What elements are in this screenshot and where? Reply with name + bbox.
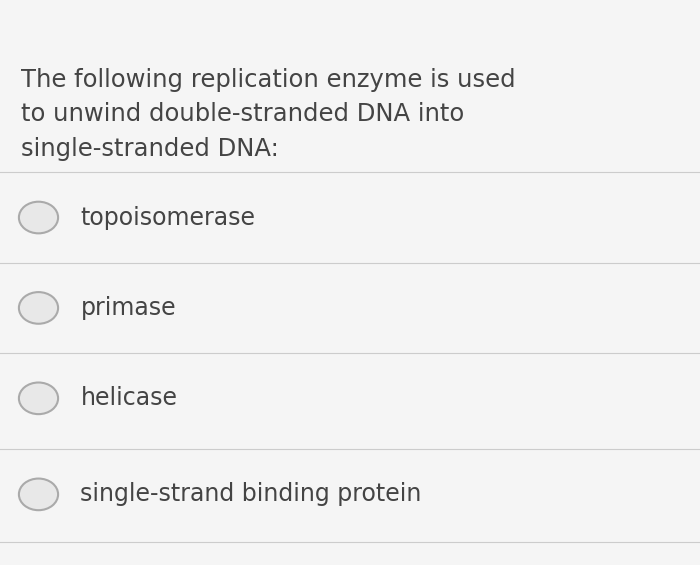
Circle shape: [19, 202, 58, 233]
Text: The following replication enzyme is used
to unwind double-stranded DNA into
sing: The following replication enzyme is used…: [21, 68, 516, 160]
Circle shape: [19, 383, 58, 414]
Text: topoisomerase: topoisomerase: [80, 206, 256, 229]
Text: single-strand binding protein: single-strand binding protein: [80, 483, 422, 506]
Text: primase: primase: [80, 296, 176, 320]
Circle shape: [19, 479, 58, 510]
Text: helicase: helicase: [80, 386, 178, 410]
Circle shape: [19, 292, 58, 324]
